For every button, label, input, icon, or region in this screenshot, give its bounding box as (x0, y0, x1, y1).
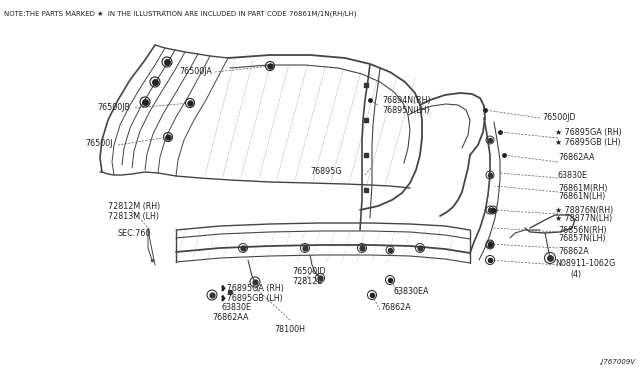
Text: ❥76895GA (RH): ❥76895GA (RH) (220, 285, 284, 294)
Text: 72813M (LH): 72813M (LH) (108, 212, 159, 221)
Text: (4): (4) (570, 269, 581, 279)
Text: 76500JD: 76500JD (542, 113, 575, 122)
Text: 76500JA: 76500JA (179, 67, 212, 76)
Text: ❥76895GB (LH): ❥76895GB (LH) (220, 294, 283, 302)
Text: 63830E: 63830E (222, 302, 252, 311)
Text: 63830EA: 63830EA (393, 288, 429, 296)
Text: 72812M (RH): 72812M (RH) (108, 202, 160, 212)
Text: 76500JB: 76500JB (97, 103, 130, 112)
Text: .J767009V: .J767009V (600, 359, 636, 365)
Text: 76857N(LH): 76857N(LH) (558, 234, 605, 244)
Text: 76895G: 76895G (310, 167, 342, 176)
Text: 78100H: 78100H (275, 326, 305, 334)
Text: 72812E: 72812E (292, 276, 323, 285)
Text: 76862AA: 76862AA (212, 312, 248, 321)
Text: ★ 76895GA (RH): ★ 76895GA (RH) (555, 128, 621, 138)
Text: 76862A: 76862A (558, 247, 589, 257)
Text: 76500J: 76500J (86, 138, 113, 148)
Text: N08911-1062G: N08911-1062G (555, 260, 615, 269)
Text: ★ 78876N(RH): ★ 78876N(RH) (555, 205, 613, 215)
Text: 76500JD: 76500JD (292, 267, 326, 276)
Text: 76861M(RH): 76861M(RH) (558, 183, 607, 192)
Text: 76856N(RH): 76856N(RH) (558, 225, 607, 234)
Text: NOTE:THE PARTS MARKED ★  IN THE ILLUSTRATION ARE INCLUDED IN PART CODE 76861M/1N: NOTE:THE PARTS MARKED ★ IN THE ILLUSTRAT… (4, 10, 356, 17)
Text: 76862A: 76862A (380, 304, 411, 312)
Text: ★ 76895GB (LH): ★ 76895GB (LH) (555, 138, 621, 147)
Text: 76895N(LH): 76895N(LH) (382, 106, 429, 115)
Text: ★ 78877N(LH): ★ 78877N(LH) (555, 215, 612, 224)
Text: 63830E: 63830E (558, 170, 588, 180)
Text: 76894N(RH): 76894N(RH) (382, 96, 431, 105)
Text: 76861N(LH): 76861N(LH) (558, 192, 605, 202)
Text: SEC.760: SEC.760 (118, 228, 152, 237)
Text: 76862AA: 76862AA (558, 154, 595, 163)
